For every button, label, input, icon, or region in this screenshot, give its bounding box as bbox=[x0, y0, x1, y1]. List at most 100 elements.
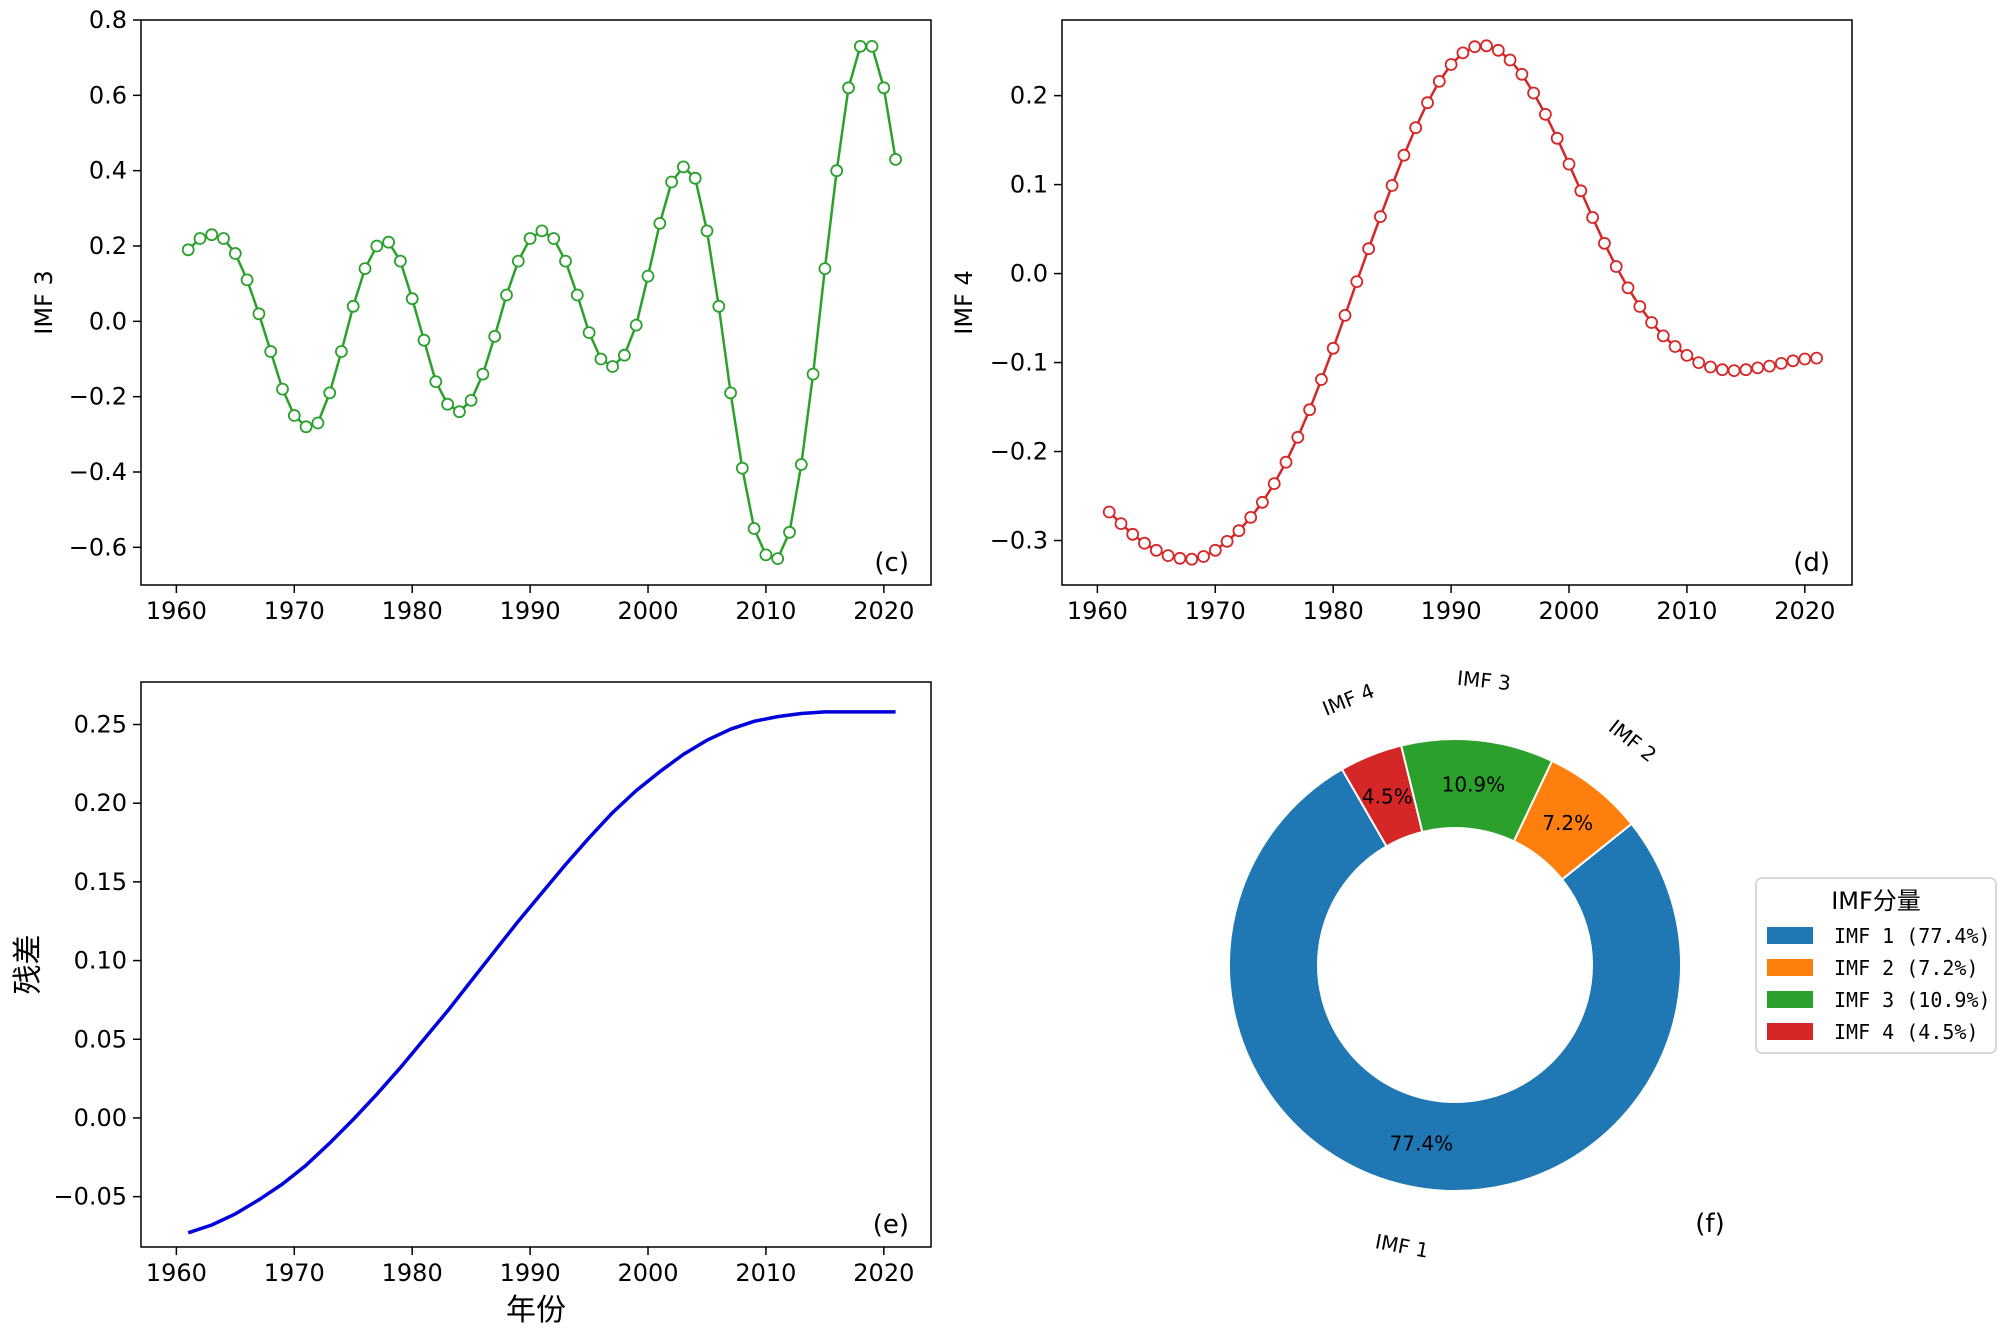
plot-frame bbox=[140, 681, 932, 1248]
y-tick-label: 0.6 bbox=[89, 81, 127, 109]
panel-tag: (f) bbox=[1695, 1209, 1724, 1239]
data-point bbox=[570, 288, 584, 302]
data-point bbox=[853, 40, 867, 53]
data-point bbox=[1598, 236, 1611, 250]
data-point bbox=[1739, 363, 1753, 377]
x-tick-label: 1970 bbox=[1185, 597, 1246, 625]
slice-name-label: IMF 2 bbox=[1604, 715, 1661, 767]
y-axis-label: IMF 4 bbox=[950, 270, 978, 335]
data-point bbox=[1279, 455, 1293, 469]
data-point bbox=[1609, 260, 1623, 273]
data-point bbox=[1114, 517, 1128, 530]
x-tick-label: 2020 bbox=[853, 597, 914, 625]
x-tick-label: 2010 bbox=[735, 1259, 796, 1287]
data-point bbox=[1315, 373, 1328, 386]
data-point bbox=[641, 269, 655, 283]
data-point bbox=[1102, 505, 1116, 519]
x-tick-label: 1960 bbox=[1067, 597, 1128, 625]
slice-percent-label: 77.4% bbox=[1390, 1131, 1454, 1155]
data-point bbox=[1668, 340, 1682, 353]
y-axis-label: 残差 bbox=[11, 935, 46, 995]
data-point bbox=[759, 548, 773, 562]
y-tick-label: 0.4 bbox=[89, 157, 127, 185]
data-point bbox=[1786, 354, 1800, 368]
plot-frame bbox=[1061, 19, 1853, 586]
data-point bbox=[830, 164, 844, 178]
data-point bbox=[1267, 477, 1281, 491]
y-tick-label: −0.3 bbox=[990, 527, 1048, 555]
data-point bbox=[1774, 356, 1788, 370]
slice-percent-label: 4.5% bbox=[1362, 785, 1413, 809]
data-point bbox=[889, 152, 902, 166]
data-point bbox=[1491, 43, 1505, 57]
data-point bbox=[735, 461, 749, 475]
y-tick-label: −0.2 bbox=[990, 438, 1048, 466]
data-point bbox=[511, 254, 525, 268]
legend-entry-label: IMF 3 (10.9%) bbox=[1834, 988, 1991, 1012]
slice-percent-label: 10.9% bbox=[1442, 772, 1506, 796]
data-point bbox=[370, 239, 384, 253]
data-point bbox=[606, 360, 619, 373]
data-point bbox=[1798, 352, 1812, 366]
data-point bbox=[311, 416, 325, 430]
data-point bbox=[1633, 300, 1647, 313]
data-point bbox=[346, 299, 360, 313]
data-point bbox=[1515, 67, 1529, 81]
x-tick-label: 1990 bbox=[500, 1259, 561, 1287]
data-point bbox=[783, 525, 796, 539]
data-point bbox=[264, 345, 278, 358]
legend-swatch bbox=[1767, 1023, 1813, 1040]
data-point bbox=[677, 160, 690, 174]
y-tick-label: 0.05 bbox=[74, 1025, 127, 1053]
y-tick-label: 0.10 bbox=[74, 947, 127, 975]
data-point bbox=[1539, 107, 1552, 121]
data-point bbox=[205, 228, 219, 242]
slice-percent-label: 7.2% bbox=[1542, 811, 1593, 835]
data-point bbox=[1715, 363, 1729, 377]
x-tick-label: 1980 bbox=[382, 597, 443, 625]
data-point bbox=[700, 224, 714, 238]
data-point bbox=[1503, 53, 1517, 67]
data-point bbox=[535, 224, 549, 238]
x-tick-label: 2020 bbox=[853, 1259, 914, 1287]
data-point bbox=[1338, 308, 1352, 322]
data-point bbox=[488, 329, 502, 343]
data-point bbox=[1291, 430, 1305, 444]
data-point bbox=[500, 288, 513, 302]
data-point bbox=[618, 348, 631, 362]
y-tick-label: 0.25 bbox=[74, 710, 127, 738]
y-tick-label: 0.0 bbox=[89, 307, 127, 335]
data-point bbox=[1527, 86, 1540, 100]
data-point bbox=[429, 375, 443, 389]
data-point bbox=[323, 386, 337, 400]
y-tick-label: 0.2 bbox=[89, 232, 127, 260]
x-tick-label: 1990 bbox=[1421, 597, 1482, 625]
y-tick-label: 0.15 bbox=[74, 868, 127, 896]
data-point bbox=[1432, 75, 1446, 88]
data-point bbox=[464, 393, 478, 407]
data-point bbox=[1692, 356, 1706, 370]
legend-entry-label: IMF 2 (7.2%) bbox=[1834, 956, 1979, 980]
data-point bbox=[1621, 281, 1635, 295]
x-tick-label: 1990 bbox=[500, 597, 561, 625]
x-tick-label: 1970 bbox=[264, 1259, 325, 1287]
legend-swatch bbox=[1767, 927, 1813, 944]
data-point bbox=[252, 307, 266, 321]
data-point bbox=[1220, 535, 1234, 548]
y-tick-label: −0.4 bbox=[69, 458, 127, 486]
data-point bbox=[1550, 131, 1564, 145]
data-point bbox=[1197, 550, 1210, 563]
x-tick-label: 2000 bbox=[1538, 597, 1599, 625]
data-point bbox=[1456, 46, 1470, 60]
data-point bbox=[653, 216, 667, 230]
slice-name-label: IMF 1 bbox=[1373, 1229, 1430, 1263]
data-point bbox=[1397, 148, 1411, 162]
data-point bbox=[1208, 543, 1222, 557]
data-point bbox=[842, 81, 855, 95]
data-point bbox=[1444, 58, 1458, 71]
x-tick-label: 2020 bbox=[1774, 597, 1835, 625]
data-point bbox=[1680, 348, 1694, 362]
y-tick-label: −0.05 bbox=[53, 1183, 127, 1211]
x-tick-label: 2000 bbox=[617, 597, 678, 625]
